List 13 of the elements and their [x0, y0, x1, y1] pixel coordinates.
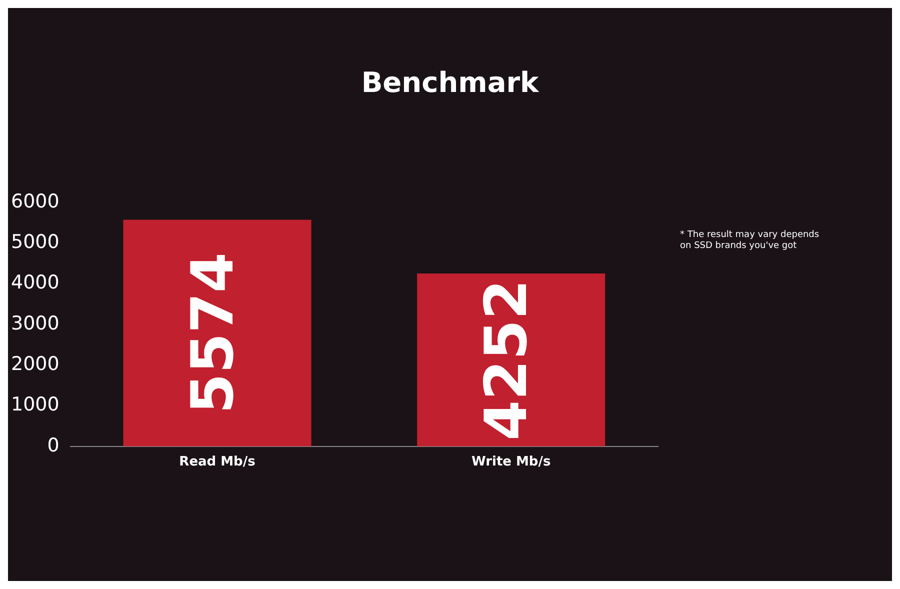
text: * The result may vary depends on SSD brands you've got [680, 230, 820, 252]
x-tick-label: Read Mb/s [179, 454, 256, 470]
x-tick-label: Write Mb/s [471, 454, 551, 470]
data-label: 4252 [472, 279, 540, 441]
y-tick-label: 3000 [10, 312, 60, 334]
data-label: 5574 [178, 252, 246, 414]
chart-title: Benchmark [360, 66, 540, 99]
y-tick-label: 0 [47, 434, 60, 456]
y-tick-label: 6000 [10, 190, 60, 212]
y-tick-label: 5000 [10, 231, 60, 254]
y-tick-label: 1000 [10, 394, 60, 416]
y-tick-label: 4000 [10, 272, 60, 294]
y-tick-label: 2000 [10, 353, 60, 376]
